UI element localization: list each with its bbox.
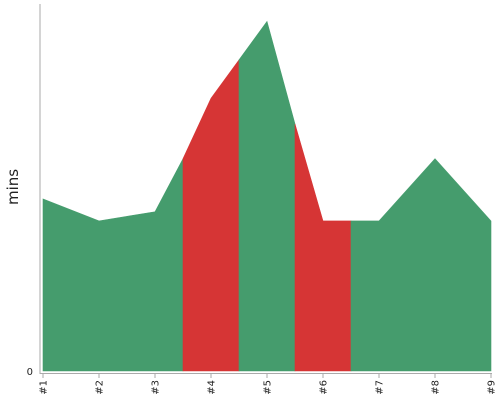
y-tick-label-0: 0 (27, 367, 33, 378)
x-tick-label: #2 (95, 380, 106, 395)
y-axis-title: mins (4, 169, 22, 205)
x-tick-label: #3 (151, 380, 162, 395)
x-tick-label: #5 (263, 380, 274, 395)
area-segment-3-normal (238, 20, 296, 372)
area-segment-4-highlight (294, 123, 352, 372)
area-segment-2-highlight (182, 58, 240, 372)
x-tick-label: #6 (319, 380, 330, 395)
x-tick-label: #8 (431, 380, 442, 395)
x-tick-label: #7 (375, 380, 386, 395)
x-tick-label: #9 (487, 380, 498, 395)
area-segment-1-normal (42, 158, 184, 372)
area-segment-5-normal (350, 158, 492, 372)
x-tick-label: #1 (39, 380, 50, 395)
x-tick-label: #4 (207, 380, 218, 395)
x-tick-marks (42, 374, 492, 378)
x-tick-labels: #1 #2 #3 #4 #5 #6 #7 #8 #9 (39, 380, 498, 395)
area-segments (42, 20, 492, 372)
